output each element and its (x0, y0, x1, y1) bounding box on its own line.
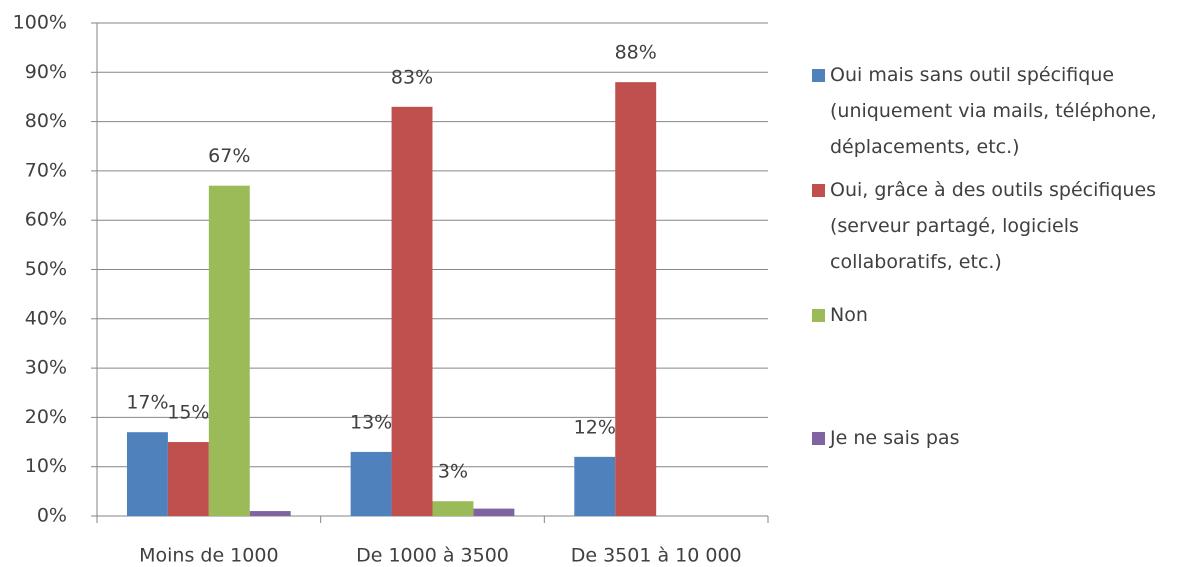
bar (473, 508, 515, 516)
y-tick-label: 10% (25, 455, 67, 477)
y-tick-label: 40% (25, 307, 67, 329)
legend-item: Je ne sais pas (812, 420, 1172, 456)
legend-swatch (812, 432, 825, 445)
y-tick-label: 50% (25, 258, 67, 280)
bar (126, 432, 168, 516)
bar (574, 456, 616, 516)
legend-label: Non (830, 304, 868, 326)
legend-item: Non (812, 297, 1172, 333)
data-label: 67% (208, 145, 250, 167)
legend-label: Oui mais sans outil spécifique (uniqueme… (830, 64, 1157, 158)
bar (208, 185, 250, 516)
y-tick-label: 100% (13, 12, 67, 34)
data-label: 15% (167, 402, 209, 424)
data-label: 12% (574, 416, 616, 438)
bar (350, 451, 392, 516)
y-tick-label: 90% (25, 61, 67, 83)
data-label: 83% (391, 66, 433, 88)
data-label: 88% (615, 42, 657, 64)
data-label: 13% (350, 411, 392, 433)
legend-swatch (812, 69, 825, 82)
y-tick-label: 0% (37, 505, 67, 527)
bar (249, 511, 291, 516)
y-tick-label: 80% (25, 110, 67, 132)
bar (432, 501, 474, 516)
y-tick-label: 20% (25, 406, 67, 428)
y-tick-label: 30% (25, 357, 67, 379)
y-tick-label: 70% (25, 159, 67, 181)
legend-label: Oui, grâce à des outils spécifiques (ser… (830, 179, 1157, 273)
legend-item: Oui, grâce à des outils spécifiques (ser… (812, 172, 1172, 280)
y-tick-label: 60% (25, 209, 67, 231)
bar (167, 442, 209, 516)
data-label: 17% (126, 392, 168, 414)
legend-swatch (812, 309, 825, 322)
x-tick-label: De 3501 à 10 000 (571, 545, 742, 567)
x-tick-label: De 1000 à 3500 (356, 545, 509, 567)
bar (615, 82, 657, 516)
bar (391, 106, 433, 516)
data-label: 3% (438, 461, 468, 483)
legend-label: Je ne sais pas (830, 427, 960, 449)
legend-swatch (812, 184, 825, 197)
x-tick-label: Moins de 1000 (139, 545, 278, 567)
legend-item: Oui mais sans outil spécifique (uniqueme… (812, 57, 1172, 165)
